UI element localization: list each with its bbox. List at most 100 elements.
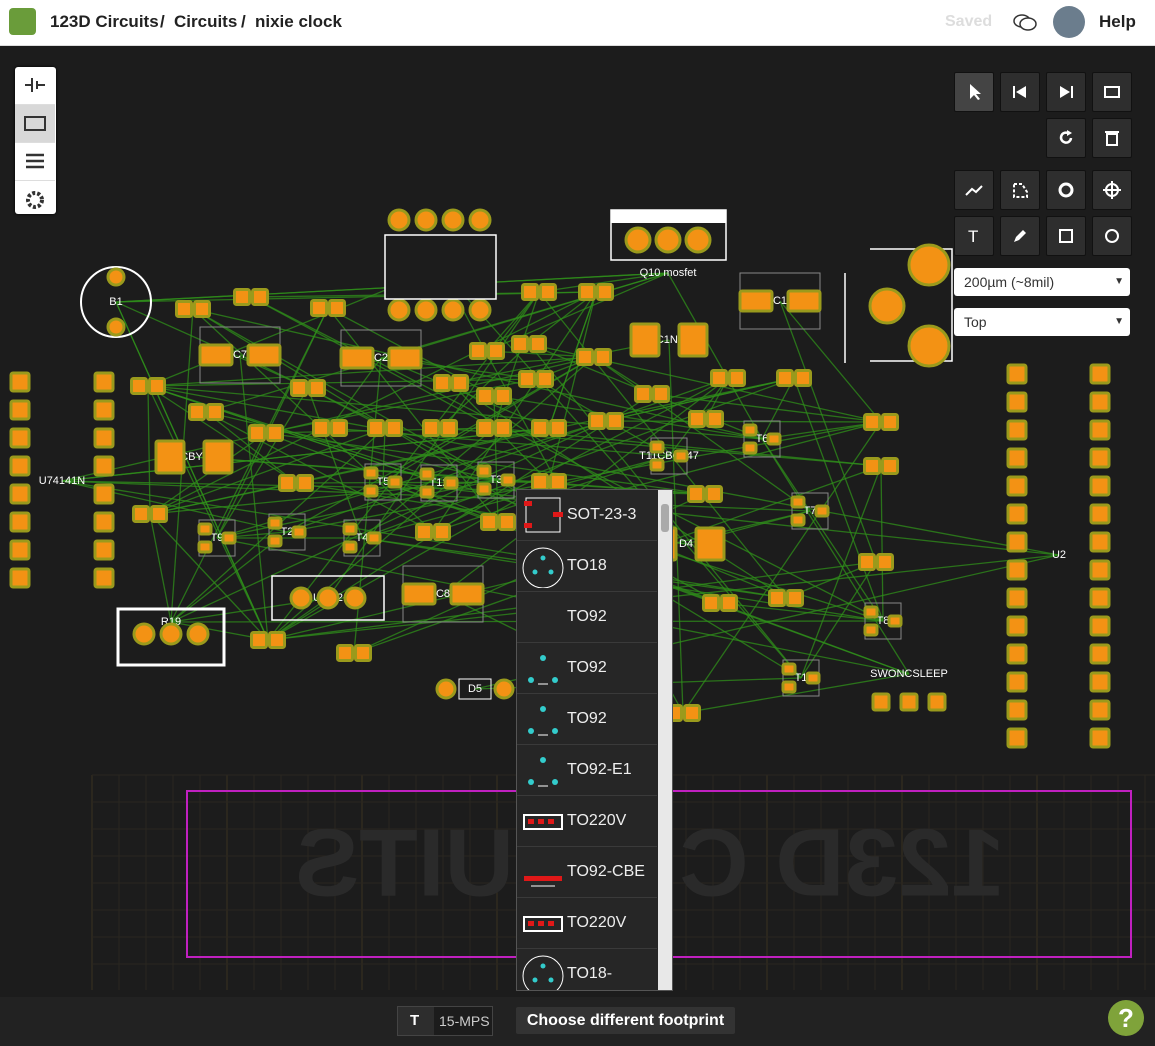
component[interactable]: T2 xyxy=(281,526,294,538)
layer-select[interactable]: Top ▼ xyxy=(954,308,1130,336)
airwire xyxy=(61,427,550,482)
component[interactable]: T6 xyxy=(756,433,769,445)
pad xyxy=(1006,671,1028,693)
component[interactable]: T11CBC547 xyxy=(639,450,699,462)
pad xyxy=(1089,699,1111,721)
footprint-name: SOT-23-3 xyxy=(567,506,637,523)
circle-tool[interactable] xyxy=(1092,216,1132,256)
chat-icon[interactable] xyxy=(1012,12,1038,32)
rotate-button[interactable] xyxy=(1046,118,1086,158)
pad xyxy=(1089,531,1111,553)
component[interactable]: T5 xyxy=(377,476,390,488)
schematic-tab[interactable] xyxy=(15,67,55,105)
footprint-option[interactable]: TO92 xyxy=(517,694,657,745)
via-tool[interactable] xyxy=(1046,170,1086,210)
avatar[interactable] xyxy=(1053,6,1085,38)
component[interactable]: T9 xyxy=(211,532,224,544)
component[interactable]: U74141N xyxy=(39,475,86,487)
pad xyxy=(132,505,150,523)
component[interactable]: B1 xyxy=(109,296,122,308)
pad xyxy=(9,511,31,533)
component[interactable]: T7 xyxy=(804,505,817,517)
footprint-option[interactable]: TO220V xyxy=(517,796,657,847)
footprint-option[interactable]: SOT-23-3 xyxy=(517,490,657,541)
text-tool[interactable]: T xyxy=(954,216,994,256)
component[interactable]: D4 xyxy=(679,538,693,550)
scroll-thumb[interactable] xyxy=(661,504,669,532)
pad xyxy=(159,622,183,646)
pad xyxy=(9,483,31,505)
settings-tab[interactable] xyxy=(15,181,55,218)
airwire xyxy=(307,387,363,539)
part-name[interactable]: 15-MPS xyxy=(434,1007,492,1035)
component[interactable]: T8 xyxy=(877,615,890,627)
select-tool[interactable] xyxy=(954,72,994,112)
footprint-option[interactable]: TO92 xyxy=(517,643,657,694)
breadcrumb-link[interactable]: Circuits xyxy=(174,12,238,31)
component-label: U74141N xyxy=(39,475,86,487)
footprint-option[interactable]: TO92 xyxy=(517,592,657,643)
silkscreen xyxy=(384,234,497,300)
pad xyxy=(706,410,724,428)
component-label: C1 xyxy=(773,295,787,307)
airwire xyxy=(548,291,597,429)
first-button[interactable] xyxy=(1000,72,1040,112)
component[interactable]: C1 xyxy=(773,295,787,307)
component[interactable]: D5 xyxy=(468,683,482,695)
breadcrumb-link[interactable]: 123D Circuits xyxy=(50,12,159,31)
pad xyxy=(206,403,224,421)
pad xyxy=(576,348,594,366)
last-button[interactable] xyxy=(1046,72,1086,112)
pad xyxy=(132,622,156,646)
pad xyxy=(511,335,529,353)
pad xyxy=(415,523,433,541)
pad xyxy=(363,484,379,498)
polygon-tool[interactable] xyxy=(1000,170,1040,210)
component[interactable]: C7 xyxy=(233,349,247,361)
component[interactable]: Q10 mosfet xyxy=(640,267,697,279)
draw-tool[interactable] xyxy=(1000,216,1040,256)
pad xyxy=(654,226,682,254)
pad xyxy=(93,399,115,421)
footprint-option[interactable]: TO92-E1 xyxy=(517,745,657,796)
rect-tool[interactable] xyxy=(1046,216,1086,256)
component[interactable]: T4 xyxy=(356,532,369,544)
footprint-option[interactable]: TO18- xyxy=(517,949,657,990)
pad xyxy=(871,692,891,712)
pcb-tab[interactable] xyxy=(15,105,55,143)
component[interactable]: T3 xyxy=(490,474,503,486)
airwire xyxy=(880,465,884,622)
trace-width-select[interactable]: 200µm (~8mil) ▼ xyxy=(954,268,1130,296)
pad xyxy=(688,410,706,428)
component[interactable]: SWONCSLEEP xyxy=(870,668,948,680)
pad xyxy=(278,474,296,492)
fit-button[interactable] xyxy=(1092,72,1132,112)
pad xyxy=(193,300,211,318)
footer-text-tool[interactable]: T xyxy=(410,1012,420,1029)
airwire xyxy=(147,385,1060,556)
layer-value: Top xyxy=(964,314,987,330)
help-bubble[interactable]: ? xyxy=(1108,1000,1144,1036)
component[interactable]: C8 xyxy=(436,588,450,600)
pad xyxy=(290,379,308,397)
footprint-option[interactable]: TO220V xyxy=(517,898,657,949)
pad xyxy=(385,419,403,437)
hole-tool[interactable] xyxy=(1092,170,1132,210)
scrollbar[interactable] xyxy=(658,490,672,990)
footprint-option[interactable]: TO18 xyxy=(517,541,657,592)
footprint-icon xyxy=(528,655,558,685)
help-link[interactable]: Help xyxy=(1099,12,1136,31)
pad xyxy=(267,516,283,530)
footprint-name: TO18 xyxy=(567,557,607,574)
footprint-option[interactable]: TO92-CBE xyxy=(517,847,657,898)
app-logo[interactable] xyxy=(9,8,36,35)
trace-tool[interactable] xyxy=(954,170,994,210)
airwire xyxy=(61,356,595,482)
footprint-icon xyxy=(528,706,558,736)
delete-button[interactable] xyxy=(1092,118,1132,158)
bom-tab[interactable] xyxy=(15,143,55,181)
component[interactable]: C2 xyxy=(374,352,388,364)
component[interactable]: U2 xyxy=(1052,549,1066,561)
component[interactable]: T1 xyxy=(795,672,808,684)
choose-footprint-button[interactable]: Choose different footprint xyxy=(516,1007,735,1034)
